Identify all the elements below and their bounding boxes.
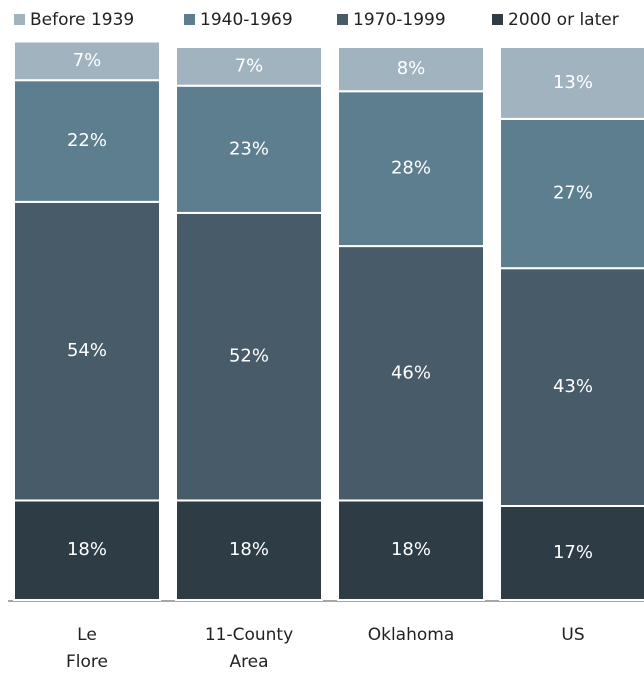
- bar-segment: [337, 245, 485, 502]
- data-label: 13%: [553, 72, 593, 93]
- bar-segment: [337, 46, 485, 93]
- data-label: 17%: [553, 542, 593, 563]
- data-label: 43%: [553, 376, 593, 397]
- bar-segment: [499, 504, 644, 601]
- data-label: 52%: [229, 346, 269, 367]
- bar-segment: [13, 499, 161, 601]
- bar-segment: [175, 84, 323, 214]
- bar-segment: [175, 211, 323, 502]
- legend-swatch: [492, 14, 503, 25]
- data-label: 7%: [73, 50, 102, 71]
- data-label: 7%: [235, 55, 264, 76]
- data-label: 18%: [67, 539, 107, 560]
- data-label: 18%: [229, 539, 269, 560]
- legend-swatch: [337, 14, 348, 25]
- bar-segment: [13, 40, 161, 82]
- bar-segment: [337, 90, 485, 248]
- bar-segment: [175, 499, 323, 601]
- data-label: 8%: [397, 58, 426, 79]
- x-tick-label: 11-County Area: [205, 625, 293, 672]
- x-tick-label: US: [561, 625, 584, 645]
- data-label: 22%: [67, 130, 107, 151]
- bar-segment: [499, 267, 644, 507]
- x-tick-label: Le Flore: [66, 625, 108, 672]
- bar-segment: [175, 46, 323, 87]
- data-label: 54%: [67, 340, 107, 361]
- bar-segment: [337, 499, 485, 601]
- data-label: 27%: [553, 183, 593, 204]
- data-label: 46%: [391, 362, 431, 383]
- bar-segment: [499, 46, 644, 120]
- bar-segment: [499, 117, 644, 270]
- legend-label: 1940-1969: [200, 10, 293, 30]
- x-tick-label: Oklahoma: [368, 625, 455, 645]
- bar-segment: [13, 200, 161, 502]
- legend-swatch: [184, 14, 195, 25]
- legend-label: 2000 or later: [508, 10, 619, 30]
- data-label: 28%: [391, 158, 431, 179]
- legend-label: 1970-1999: [353, 10, 446, 30]
- data-label: 18%: [391, 539, 431, 560]
- data-label: 23%: [229, 138, 269, 159]
- legend-label: Before 1939: [30, 10, 134, 30]
- legend-swatch: [14, 14, 25, 25]
